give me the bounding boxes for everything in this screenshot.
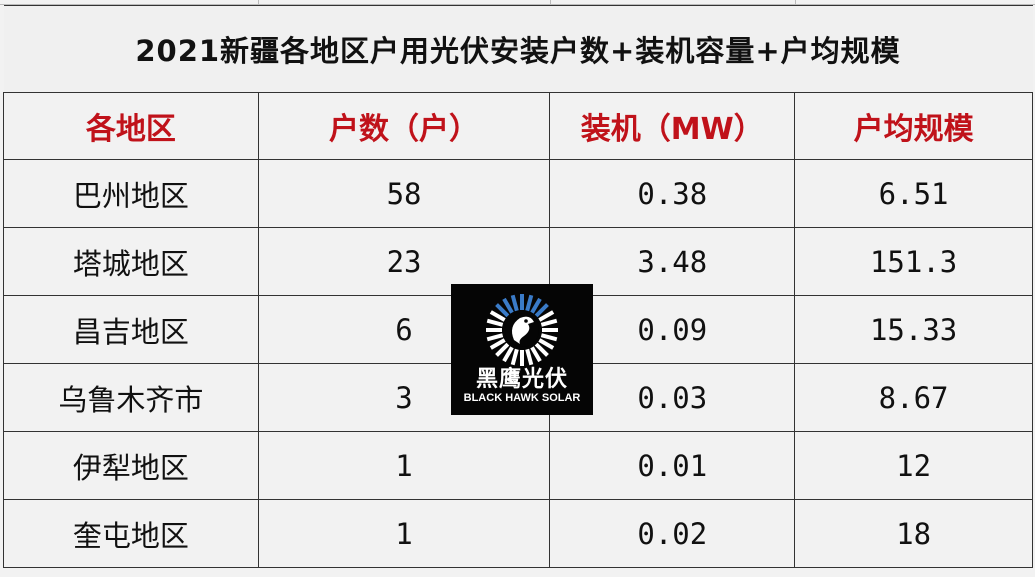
cell-region: 奎屯地区 <box>3 499 259 568</box>
cell-capacity: 0.38 <box>549 159 796 228</box>
cell-capacity: 0.02 <box>549 499 796 568</box>
cell-region: 塔城地区 <box>3 227 259 296</box>
cell-region: 伊犁地区 <box>3 431 259 500</box>
cell-region: 乌鲁木齐市 <box>3 363 259 432</box>
hawk-logo-icon <box>486 294 558 366</box>
cell-region: 昌吉地区 <box>3 295 259 364</box>
header-capacity: 装机（MW） <box>549 92 796 160</box>
table-row: 巴州地区 58 0.38 6.51 <box>3 159 1033 228</box>
cell-households: 1 <box>257 499 551 568</box>
sheet-gridlines <box>0 0 1035 5</box>
cell-avg-scale: 6.51 <box>794 159 1033 228</box>
cell-avg-scale: 12 <box>794 431 1033 500</box>
table-row: 塔城地区 23 3.48 151.3 <box>3 227 1033 296</box>
cell-households: 1 <box>257 431 551 500</box>
table-row: 伊犁地区 1 0.01 12 <box>3 431 1033 500</box>
header-avg-scale: 户均规模 <box>794 92 1033 160</box>
cell-avg-scale: 15.33 <box>794 295 1033 364</box>
header-region: 各地区 <box>3 92 259 160</box>
header-row: 各地区 户数（户） 装机（MW） 户均规模 <box>3 92 1033 160</box>
table-row: 奎屯地区 1 0.02 18 <box>3 499 1033 568</box>
watermark-logo: 黑鹰光伏 BLACK HAWK SOLAR <box>451 284 593 415</box>
cell-avg-scale: 8.67 <box>794 363 1033 432</box>
logo-text-cn: 黑鹰光伏 <box>475 367 568 392</box>
cell-households: 58 <box>257 159 551 228</box>
cell-avg-scale: 151.3 <box>794 227 1033 296</box>
table-title: 2021新疆各地区户用光伏安装户数+装机容量+户均规模 <box>3 5 1033 93</box>
cell-avg-scale: 18 <box>794 499 1033 568</box>
logo-text-en: BLACK HAWK SOLAR <box>463 392 581 404</box>
table-row: 昌吉地区 6 0.09 15.33 <box>3 295 1033 364</box>
cell-capacity: 0.01 <box>549 431 796 500</box>
cell-region: 巴州地区 <box>3 159 259 228</box>
header-households: 户数（户） <box>257 92 551 160</box>
